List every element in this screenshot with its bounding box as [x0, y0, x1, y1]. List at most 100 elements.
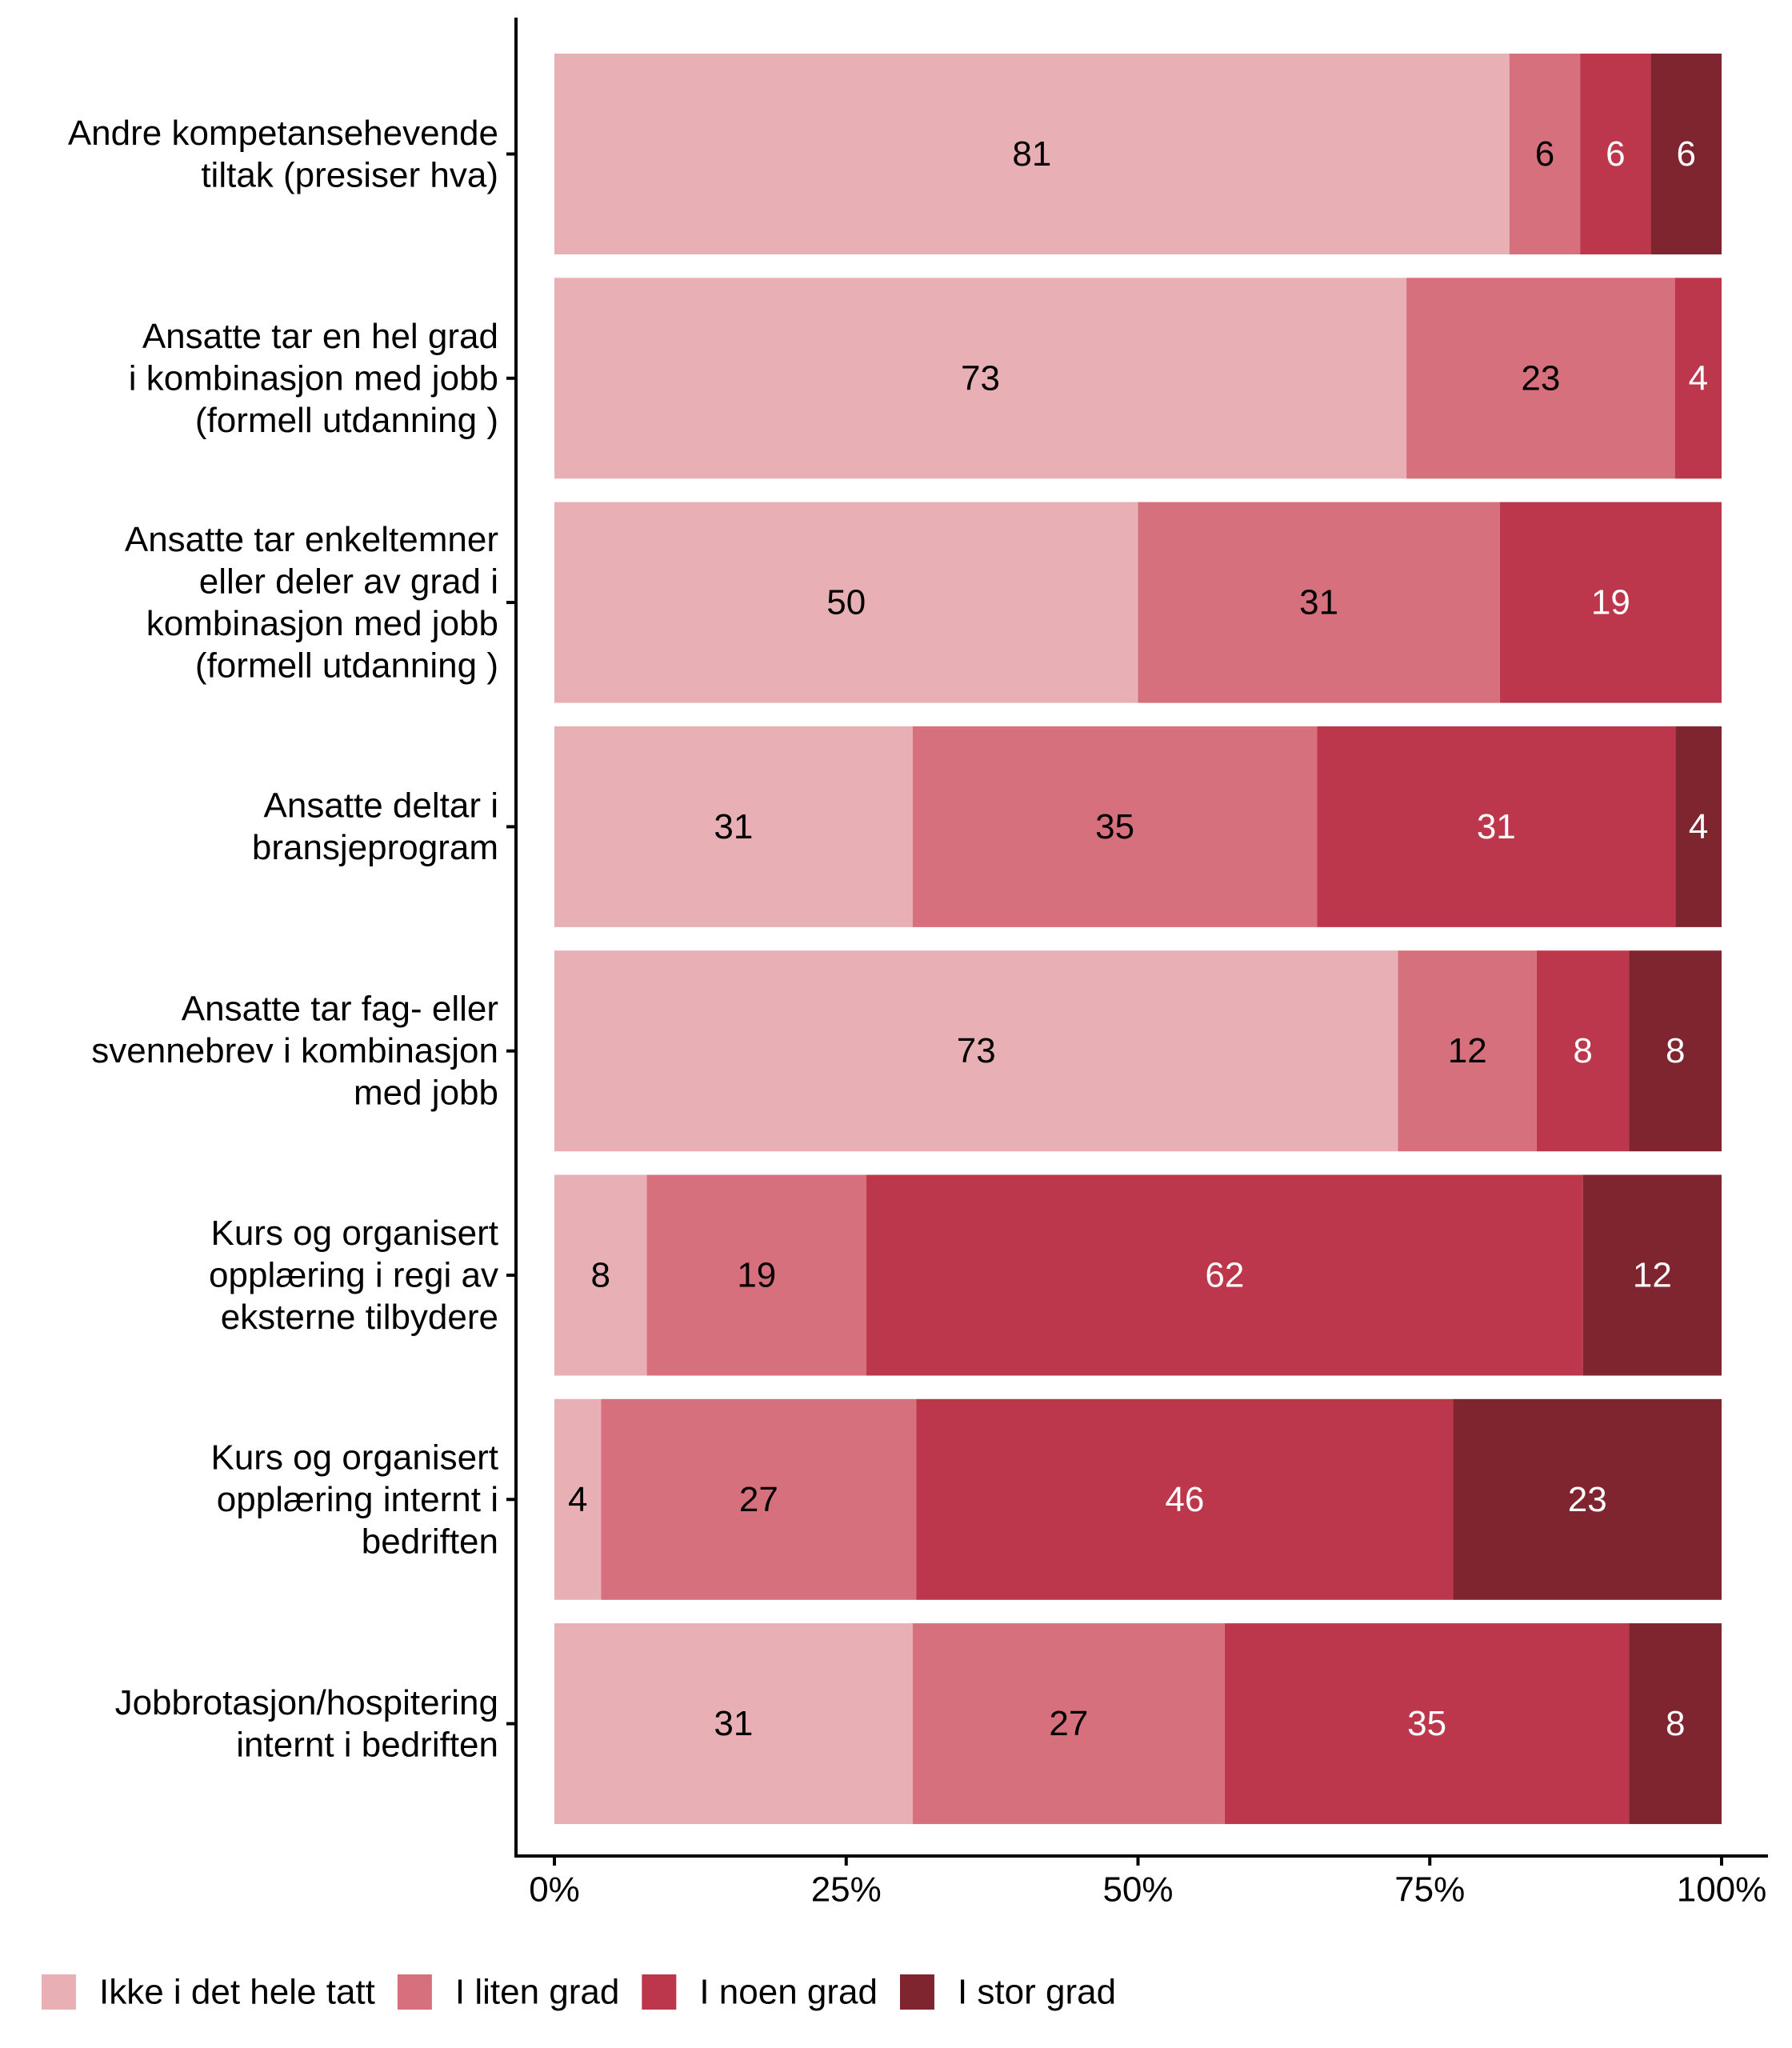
bar-segment [554, 54, 1510, 254]
bar-value-label: 27 [1049, 1704, 1088, 1743]
bar-value-label: 4 [568, 1480, 587, 1519]
bar-segment [646, 1174, 867, 1376]
bar-segment [1499, 502, 1722, 703]
bar-segment [866, 1174, 1583, 1376]
category-label-line: Kurs og organisert [210, 1214, 498, 1253]
bar-value-label: 35 [1095, 807, 1134, 846]
category-label-line: kombinasjon med jobb [146, 604, 498, 643]
category-label-line: svennebrev i kombinasjon [91, 1031, 498, 1070]
x-tick-label: 25% [811, 1870, 882, 1910]
bar-value-label: 8 [1666, 1704, 1685, 1743]
bar-value-label: 27 [739, 1480, 778, 1519]
legend-label: I liten grad [455, 1973, 619, 2012]
bar-value-label: 23 [1568, 1480, 1607, 1519]
category-label-line: Ansatte tar en hel grad [142, 317, 498, 356]
y-axis [506, 18, 518, 1858]
bar-value-label: 6 [1677, 134, 1696, 174]
bar-value-label: 31 [714, 1704, 753, 1743]
legend-item: I noen grad [642, 1973, 878, 2012]
legend-label: I noen grad [699, 1973, 878, 2012]
category-label-line: Ansatte tar enkeltemner [125, 520, 498, 559]
bar-segment [554, 278, 1407, 479]
bar-value-label: 4 [1689, 807, 1708, 846]
legend: Ikke i det hele tatt I liten grad I noen g… [42, 1973, 1116, 2012]
bar-value-label: 31 [714, 807, 753, 846]
bar-segment [1650, 54, 1722, 254]
bar-value-label: 31 [1299, 583, 1338, 622]
bar-segment [1509, 54, 1581, 254]
bar-value-label: 50 [826, 583, 866, 622]
bar-value-label: 46 [1165, 1480, 1204, 1519]
bar-segment [1406, 278, 1675, 479]
value-labels-layer: 81 6 6 6 73 23 4 50 31 19 31 35 31 4 73 12 8 8 8 19 62 12 4 27 4… [568, 134, 1708, 1743]
legend-label: Ikke i det hele tatt [99, 1973, 375, 2012]
category-label-line: bransjeprogram [252, 828, 498, 867]
bar-value-label: 6 [1606, 134, 1625, 174]
legend-item: I liten grad [397, 1973, 619, 2012]
category-label-line: eksterne tilbydere [221, 1298, 498, 1337]
bar-value-label: 8 [591, 1256, 610, 1295]
category-label: Ansatte tar enkeltemner eller deler av gr… [125, 520, 498, 686]
bar-segment [1629, 950, 1722, 1152]
legend-label: I stor grad [958, 1973, 1116, 2012]
category-label-line: (formell utdanning ) [195, 646, 498, 685]
bar-segment [1536, 950, 1630, 1152]
category-label-line: opplæring i regi av [209, 1256, 498, 1295]
category-label-line: Jobbrotasjon/hospitering [115, 1683, 498, 1722]
category-label-line: med jobb [354, 1074, 498, 1113]
category-label-line: Kurs og organisert [210, 1438, 498, 1477]
x-tick-label: 100% [1677, 1870, 1767, 1910]
bar-value-label: 31 [1477, 807, 1516, 846]
x-tick-label: 50% [1102, 1870, 1173, 1910]
bar-segment [554, 1398, 602, 1600]
bar-segment [554, 502, 1138, 703]
bar-segment [554, 1623, 913, 1825]
bar-segment [1224, 1623, 1630, 1825]
bar-value-label: 8 [1666, 1031, 1685, 1070]
bar-segment [1138, 502, 1500, 703]
bar-segment [916, 1398, 1454, 1600]
category-label-line: Andre kompetansehevende [68, 114, 498, 153]
bar-value-label: 81 [1012, 134, 1051, 174]
bar-value-label: 73 [961, 358, 1000, 398]
bar-value-label: 6 [1535, 134, 1554, 174]
bars-layer [554, 54, 1722, 1825]
bar-segment [554, 950, 1398, 1152]
legend-swatch [642, 1974, 677, 2010]
category-label-line: bedriften [362, 1522, 498, 1561]
category-label-line: tiltak (presiser hva) [201, 155, 498, 194]
category-label-line: internt i bedriften [236, 1725, 498, 1764]
bar-value-label: 23 [1521, 358, 1560, 398]
bar-segment [1582, 1174, 1722, 1376]
bar-segment [912, 1623, 1225, 1825]
bar-segment [1453, 1398, 1722, 1600]
legend-swatch [899, 1974, 934, 2010]
bar-value-label: 8 [1573, 1031, 1592, 1070]
bar-value-label: 4 [1689, 358, 1708, 398]
category-label-line: eller deler av grad i [199, 562, 498, 601]
category-label: Andre kompetansehevende tiltak (presiser … [68, 114, 498, 195]
category-label-line: opplæring internt i [217, 1480, 498, 1519]
bar-segment [554, 726, 913, 927]
legend-swatch [42, 1974, 76, 2010]
category-label: Ansatte tar en hel grad i kombinasjon med… [129, 317, 498, 440]
category-label-line: i kombinasjon med jobb [129, 358, 498, 398]
bar-segment [1398, 950, 1537, 1152]
x-axis: 0% 25% 50% 75% 100% [514, 1854, 1768, 1910]
category-label-line: (formell utdanning ) [195, 401, 498, 440]
x-tick-label: 0% [529, 1870, 580, 1910]
bar-segment [1675, 726, 1722, 927]
category-label: Ansatte deltar i bransjeprogram [252, 786, 498, 868]
legend-swatch [397, 1974, 432, 2010]
bar-segment [1674, 278, 1722, 479]
category-label-line: Ansatte deltar i [264, 786, 499, 826]
bar-segment [1317, 726, 1676, 927]
bar-value-label: 35 [1407, 1704, 1446, 1743]
bar-segment [601, 1398, 917, 1600]
bar-segment [912, 726, 1318, 927]
bar-segment [554, 1174, 647, 1376]
category-label-line: Ansatte tar fag- eller [182, 990, 498, 1029]
bar-value-label: 19 [1591, 583, 1630, 622]
category-label: Jobbrotasjon/hospitering internt i bedrif… [115, 1683, 498, 1765]
